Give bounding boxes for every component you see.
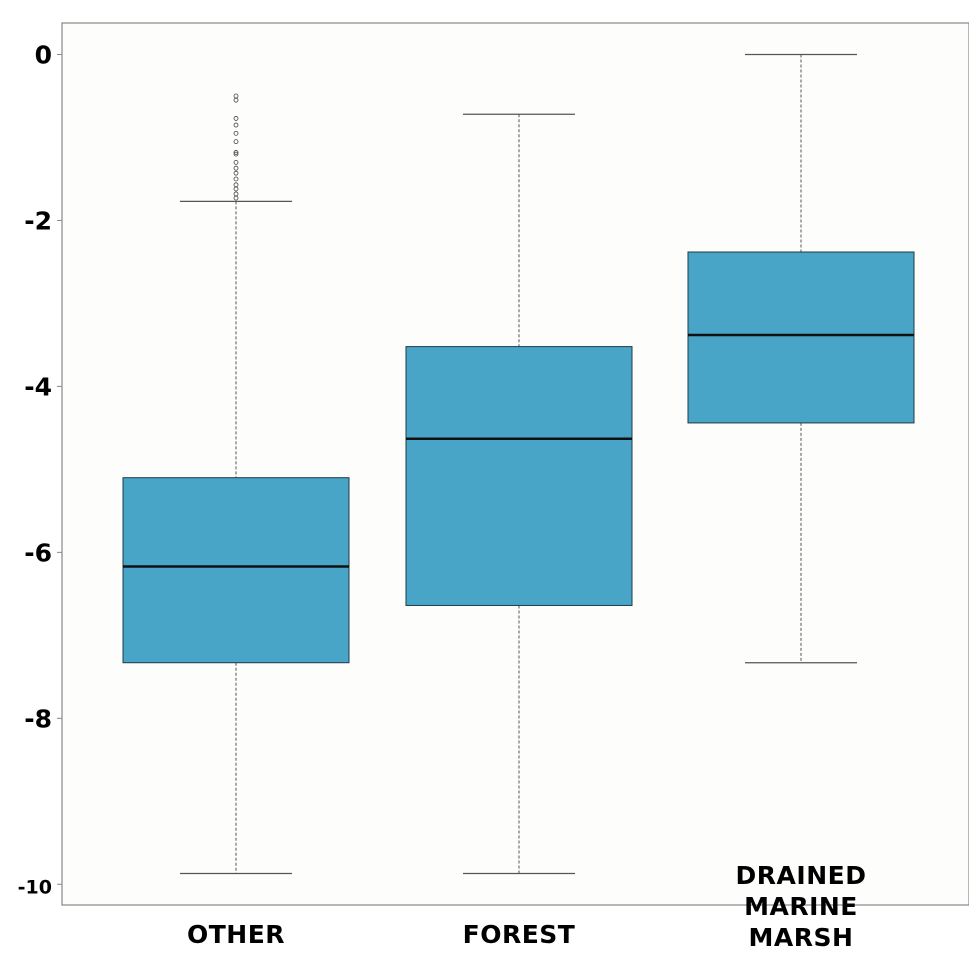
outlier-point <box>233 150 239 155</box>
y-axis: 0 -2 -4 -6 -8 -10 <box>18 41 62 898</box>
y-tick-label: -6 <box>24 538 52 567</box>
y-tick-label: -2 <box>24 206 52 235</box>
outlier-point <box>233 130 239 136</box>
y-tick-label: 0 <box>35 41 52 70</box>
x-category-label: OTHER <box>187 920 285 949</box>
box-iqr <box>122 477 350 664</box>
outlier-point <box>233 176 239 182</box>
outlier-point <box>233 122 239 128</box>
outlier-point <box>233 159 239 165</box>
y-tick-label: -10 <box>18 876 52 898</box>
x-category-label: MARSH <box>749 923 854 952</box>
y-tick-label: -8 <box>24 704 52 733</box>
outlier-point <box>233 97 239 103</box>
outlier-point <box>233 195 239 201</box>
x-category-label: MARINE <box>744 892 858 921</box>
outlier-point <box>233 151 239 157</box>
box-iqr <box>405 346 633 606</box>
y-tick-label: -4 <box>24 372 52 401</box>
box-group <box>687 53 915 664</box>
outlier-point <box>233 170 239 176</box>
outlier-point <box>233 116 239 121</box>
outlier-point <box>233 186 239 192</box>
box-group <box>405 113 633 875</box>
outlier-point <box>233 139 239 145</box>
x-category-label: FOREST <box>463 920 576 949</box>
box-group <box>122 93 350 875</box>
boxes-layer <box>122 53 915 875</box>
outlier-point <box>233 165 239 171</box>
x-category-label: DRAINED <box>736 861 867 890</box>
box-iqr <box>687 251 915 424</box>
